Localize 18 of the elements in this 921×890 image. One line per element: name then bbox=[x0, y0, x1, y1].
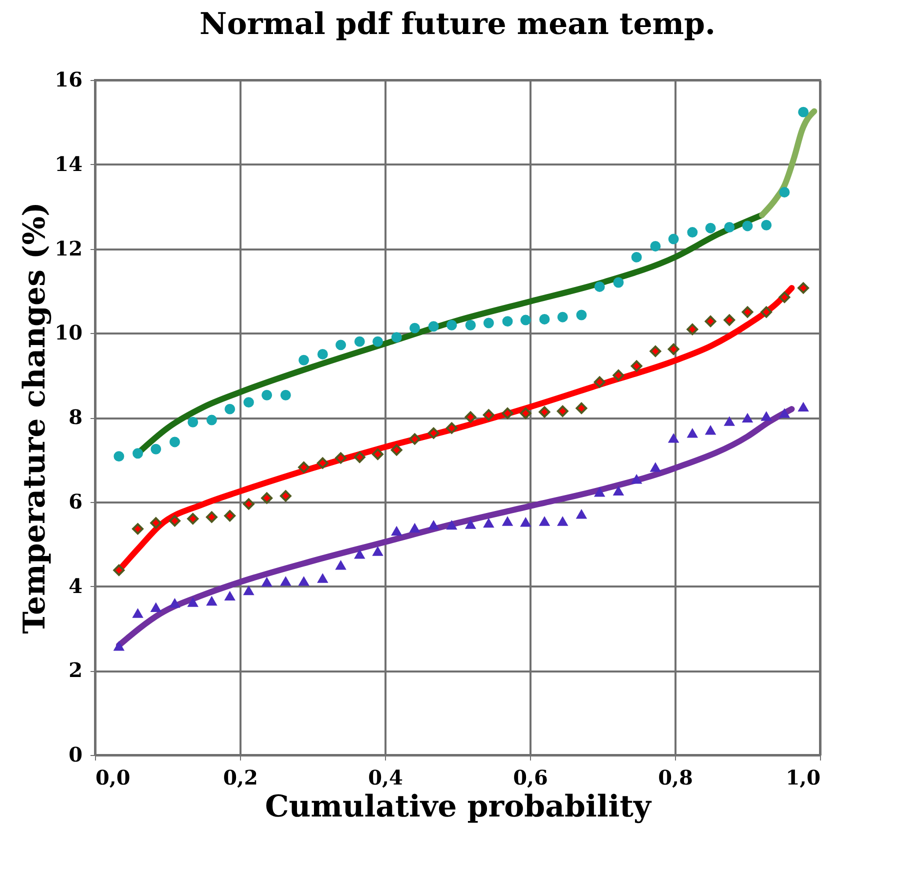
y-tick-label: 10 bbox=[54, 320, 82, 345]
x-tick-label: 1,0 bbox=[786, 766, 820, 790]
chart-title: Normal pdf future mean temp. bbox=[200, 7, 716, 42]
x-tick-label: 0,6 bbox=[513, 766, 548, 790]
x-tick-label: 0,2 bbox=[223, 766, 258, 790]
y-tick-label: 12 bbox=[54, 236, 82, 260]
y-tick-label: 0 bbox=[68, 742, 82, 766]
y-tick-label: 2 bbox=[68, 658, 82, 682]
y-axis-title: Temperature changes (%) bbox=[18, 202, 53, 634]
x-tick-label: 0,8 bbox=[658, 766, 693, 790]
x-axis-title: Cumulative probability bbox=[265, 790, 653, 824]
y-tick-label: 14 bbox=[54, 152, 83, 176]
y-tick-label: 16 bbox=[54, 68, 82, 92]
x-tick-label: 0,4 bbox=[368, 766, 403, 790]
y-tick-label: 4 bbox=[68, 574, 83, 598]
y-tick-label: 6 bbox=[68, 489, 82, 514]
x-tick-label: 0,0 bbox=[96, 766, 130, 790]
y-tick-label: 8 bbox=[68, 405, 82, 429]
